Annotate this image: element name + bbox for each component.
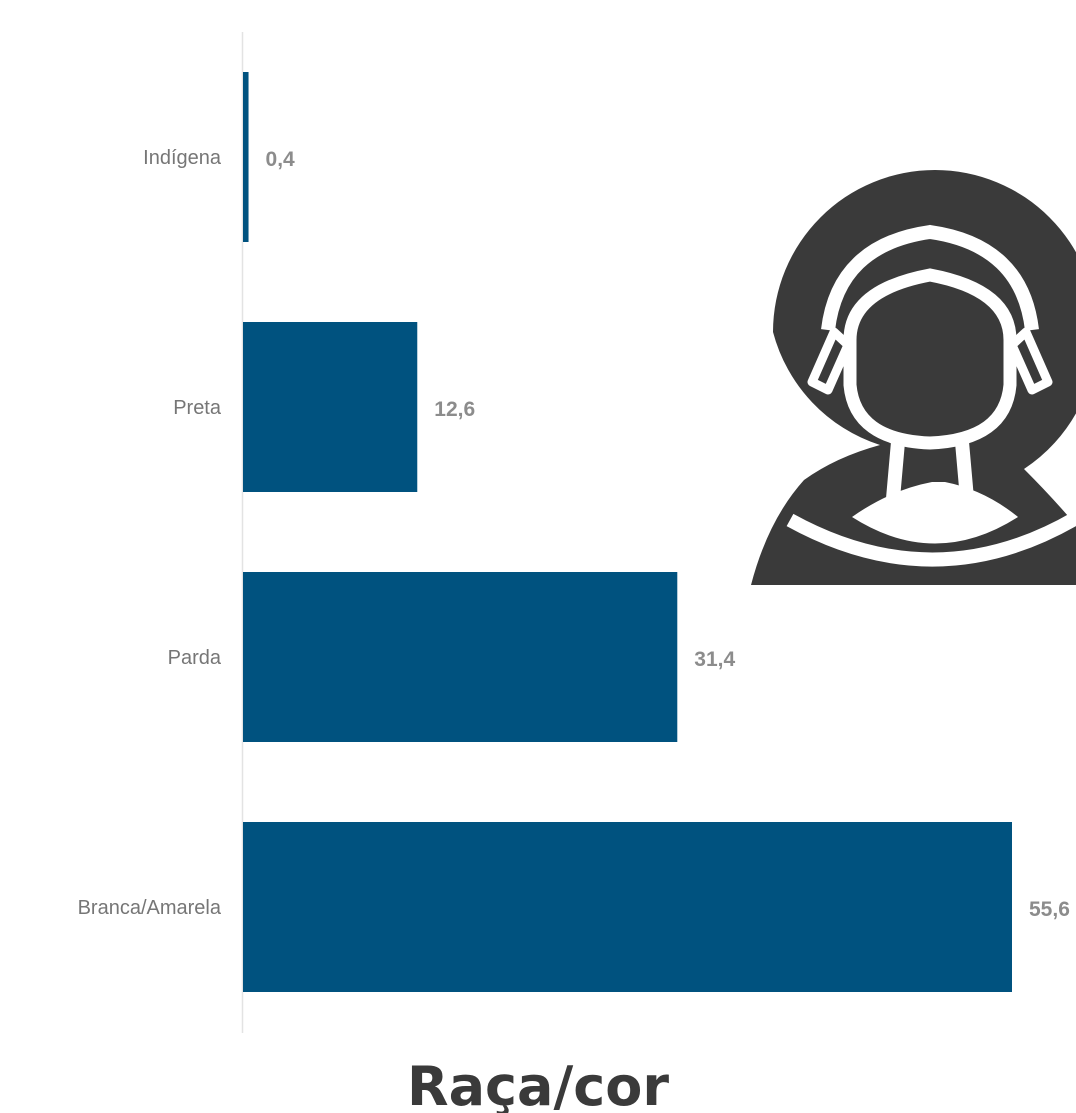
bars-layer [243,72,1012,992]
bar-0 [243,72,249,242]
chart-title: Raça/cor [407,1055,669,1113]
category-label-2: Parda [168,647,222,669]
bar-3 [243,822,1012,992]
bar-1 [243,322,418,492]
category-label-0: Indígena [143,147,222,169]
icon-collar-curve [786,511,1076,567]
icon-left-ribbon [807,327,853,395]
category-label-1: Preta [173,397,222,419]
icon-right-ribbon [1007,327,1053,395]
value-label-0: 0,4 [266,148,296,171]
value-label-1: 12,6 [434,398,475,421]
category-labels: Indígena Preta Parda Branca/Amarela [78,147,222,919]
value-label-2: 31,4 [694,648,735,671]
person-with-headband-icon [751,170,1076,585]
value-labels: 0,4 12,6 31,4 55,6 [266,148,1070,921]
icon-headband-arc [821,224,1039,331]
value-label-3: 55,6 [1029,898,1070,921]
bar-2 [243,572,678,742]
icon-face-outline [843,268,1017,450]
category-label-3: Branca/Amarela [78,897,222,919]
icon-neck-outline [885,441,975,511]
